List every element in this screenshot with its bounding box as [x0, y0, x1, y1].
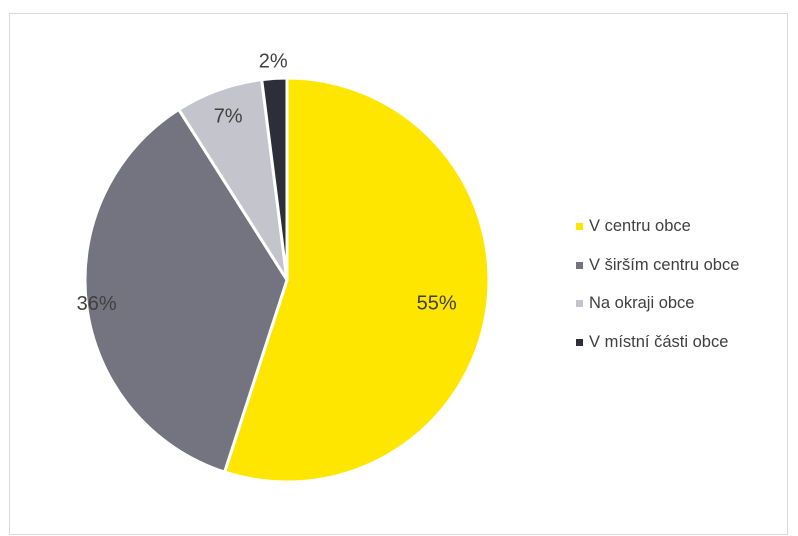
legend-item-na-okraji-obce[interactable]: Na okraji obce — [576, 294, 796, 313]
slice-data-label: 55% — [417, 293, 457, 315]
slice-data-label: 36% — [77, 293, 117, 315]
pie-chart: 55% 36% 7% 2% — [77, 50, 491, 484]
pie-slices — [83, 76, 491, 484]
legend-item-v-sirsim-centru-obce[interactable]: V širším centru obce — [576, 256, 796, 275]
legend: V centru obce V širším centru obce Na ok… — [576, 217, 796, 371]
legend-label: Na okraji obce — [589, 294, 695, 312]
legend-swatch — [576, 338, 583, 346]
legend-label: V širším centru obce — [589, 255, 740, 274]
legend-label: V centru obce — [589, 217, 691, 235]
pie-labels: 55% 36% 7% 2% — [77, 50, 457, 315]
legend-swatch — [576, 223, 583, 230]
chart-area: 55% 36% 7% 2% V centru obce V širším centru… — [9, 13, 788, 535]
pie-slice-2[interactable] — [83, 107, 289, 474]
legend-swatch — [576, 300, 583, 307]
slice-data-label: 2% — [259, 50, 288, 72]
pie-slice-1[interactable] — [223, 76, 491, 484]
pie-slice-4[interactable] — [260, 76, 289, 282]
legend-label: V místní části obce — [589, 332, 729, 351]
legend-item-v-mistni-casti-obce[interactable]: V místní části obce — [576, 333, 796, 352]
legend-item-v-centru-obce[interactable]: V centru obce — [576, 217, 796, 236]
legend-swatch — [576, 261, 583, 269]
slice-data-label: 7% — [214, 106, 243, 128]
